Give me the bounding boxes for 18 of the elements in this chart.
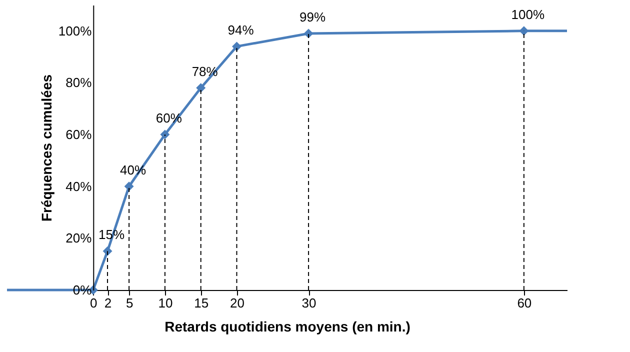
x-tick-label: 10 bbox=[158, 296, 173, 310]
y-tick-label: 20% bbox=[66, 230, 92, 246]
x-tick-label: 0 bbox=[90, 296, 98, 310]
y-tick-label: 40% bbox=[66, 178, 92, 194]
x-tick-label: 60 bbox=[517, 296, 532, 310]
y-axis-title: Fréquences cumulées bbox=[38, 74, 54, 222]
x-tick-label: 5 bbox=[126, 296, 134, 310]
y-tick-label: 60% bbox=[66, 127, 92, 142]
x-axis-title: Retards quotidiens moyens (en min.) bbox=[164, 318, 410, 334]
data-label: 94% bbox=[228, 22, 254, 38]
data-label: 100% bbox=[511, 6, 545, 22]
y-tick-label: 80% bbox=[66, 75, 92, 90]
data-label: 99% bbox=[300, 10, 326, 24]
x-tick-label: 20 bbox=[230, 296, 244, 310]
x-tick-label: 30 bbox=[302, 296, 316, 310]
x-tick-label: 2 bbox=[104, 296, 112, 310]
x-tick-label: 15 bbox=[194, 296, 209, 310]
y-tick-label: 100% bbox=[58, 23, 92, 38]
